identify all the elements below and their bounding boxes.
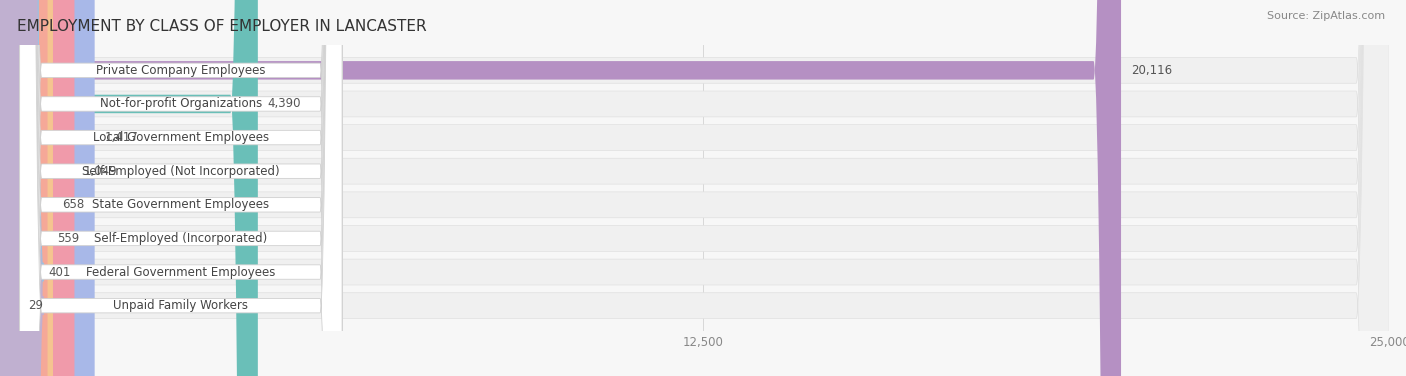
- Text: 559: 559: [58, 232, 79, 245]
- Text: Unpaid Family Workers: Unpaid Family Workers: [114, 299, 249, 312]
- Text: Source: ZipAtlas.com: Source: ZipAtlas.com: [1267, 11, 1385, 21]
- Text: 20,116: 20,116: [1130, 64, 1171, 77]
- FancyBboxPatch shape: [17, 0, 1121, 376]
- Text: Federal Government Employees: Federal Government Employees: [86, 265, 276, 279]
- Text: Self-Employed (Incorporated): Self-Employed (Incorporated): [94, 232, 267, 245]
- Text: Private Company Employees: Private Company Employees: [96, 64, 266, 77]
- FancyBboxPatch shape: [17, 0, 75, 376]
- Text: Self-Employed (Not Incorporated): Self-Employed (Not Incorporated): [82, 165, 280, 178]
- Text: Local Government Employees: Local Government Employees: [93, 131, 269, 144]
- FancyBboxPatch shape: [17, 0, 257, 376]
- FancyBboxPatch shape: [20, 0, 342, 376]
- FancyBboxPatch shape: [20, 0, 342, 376]
- Text: 29: 29: [28, 299, 44, 312]
- FancyBboxPatch shape: [17, 0, 1389, 376]
- FancyBboxPatch shape: [17, 0, 48, 376]
- FancyBboxPatch shape: [17, 0, 1389, 376]
- FancyBboxPatch shape: [17, 0, 1389, 376]
- FancyBboxPatch shape: [17, 0, 94, 376]
- FancyBboxPatch shape: [20, 0, 342, 376]
- Text: EMPLOYMENT BY CLASS OF EMPLOYER IN LANCASTER: EMPLOYMENT BY CLASS OF EMPLOYER IN LANCA…: [17, 19, 426, 34]
- Text: State Government Employees: State Government Employees: [93, 198, 270, 211]
- Text: Not-for-profit Organizations: Not-for-profit Organizations: [100, 97, 262, 111]
- FancyBboxPatch shape: [0, 0, 45, 376]
- FancyBboxPatch shape: [20, 0, 342, 376]
- FancyBboxPatch shape: [17, 0, 1389, 376]
- Text: 401: 401: [48, 265, 70, 279]
- FancyBboxPatch shape: [20, 0, 342, 376]
- Text: 1,049: 1,049: [84, 165, 118, 178]
- Text: 658: 658: [63, 198, 84, 211]
- FancyBboxPatch shape: [20, 0, 342, 376]
- FancyBboxPatch shape: [17, 0, 1389, 376]
- FancyBboxPatch shape: [11, 0, 45, 376]
- FancyBboxPatch shape: [20, 0, 342, 376]
- Text: 1,417: 1,417: [104, 131, 138, 144]
- FancyBboxPatch shape: [17, 0, 1389, 376]
- FancyBboxPatch shape: [17, 0, 53, 376]
- FancyBboxPatch shape: [20, 0, 342, 376]
- Text: 4,390: 4,390: [267, 97, 301, 111]
- FancyBboxPatch shape: [17, 0, 1389, 376]
- FancyBboxPatch shape: [17, 0, 1389, 376]
